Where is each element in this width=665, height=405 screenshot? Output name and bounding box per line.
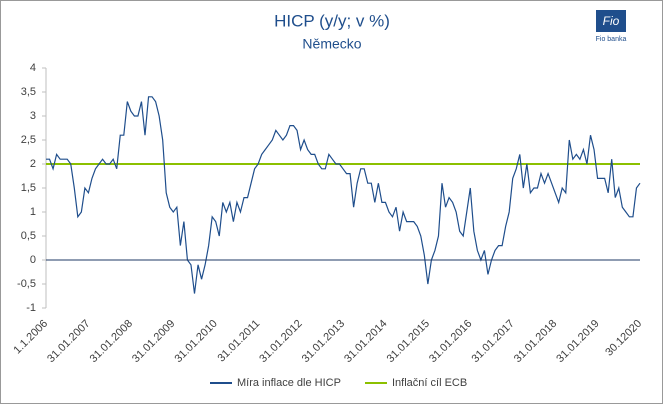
logo: Fio Fio banka [596,10,627,43]
logo-mark: Fio [603,14,620,28]
logo-box [596,10,626,32]
series-line [46,96,641,294]
y-tick-label: 2,5 [21,134,36,146]
legend-label: Míra inflace dle HICP [237,377,341,389]
legend-label: Inflační cíl ECB [392,377,467,389]
y-tick-label: 2 [30,158,36,170]
y-tick-label: 1 [30,206,36,218]
y-tick-label: 3,5 [21,86,36,98]
logo-text: Fio banka [596,36,627,43]
y-tick-label: -1 [26,302,36,314]
y-tick-label: 4 [30,62,36,74]
y-tick-label: -0,5 [17,278,36,290]
y-tick-label: 3 [30,110,36,122]
chart-title: HICP (y/y; v %) [274,11,390,30]
y-tick-label: 1,5 [21,182,36,194]
chart-subtitle: Německo [302,36,361,52]
y-tick-label: 0 [30,254,36,266]
y-tick-label: 0,5 [21,230,36,242]
